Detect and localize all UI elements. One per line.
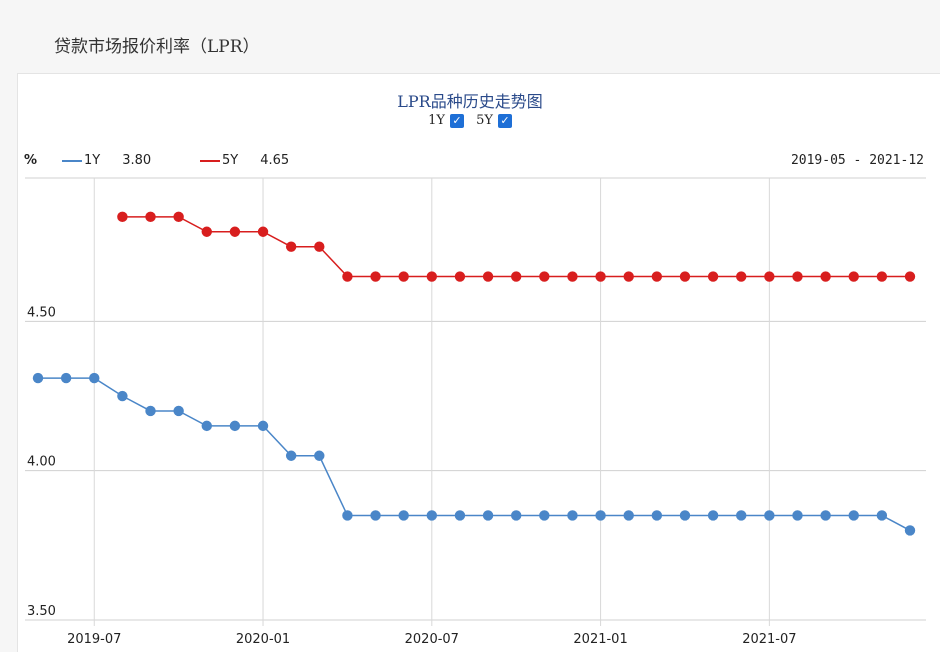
data-point-5y	[792, 271, 803, 282]
data-point-5y	[117, 211, 128, 223]
data-point-1y	[257, 420, 269, 432]
data-point-5y	[567, 271, 578, 282]
data-point-1y	[736, 510, 747, 521]
data-point-1y	[173, 405, 184, 417]
data-point-1y	[229, 420, 241, 432]
data-point-1y	[89, 372, 100, 384]
data-point-5y	[229, 226, 241, 237]
data-point-5y	[904, 271, 916, 282]
legend-latest-5y: 4.65	[260, 153, 290, 168]
toggle-1y-label: 1Y	[428, 113, 445, 128]
legend-name-1y: 1Y	[84, 153, 101, 168]
data-point-1y	[651, 510, 663, 521]
series-line-1y	[38, 377, 911, 532]
data-point-1y	[32, 372, 44, 384]
data-point-5y	[482, 271, 494, 282]
data-point-1y	[201, 420, 212, 432]
data-point-1y	[426, 510, 438, 521]
data-point-1y	[764, 510, 775, 521]
chart-panel	[17, 73, 940, 652]
data-point-5y	[736, 271, 747, 282]
data-point-5y	[454, 271, 466, 282]
data-point-1y	[454, 510, 466, 521]
data-point-1y	[482, 510, 494, 521]
data-point-5y	[595, 271, 606, 282]
data-point-1y	[876, 510, 888, 521]
y-tick-label: 4.50	[27, 305, 56, 320]
data-point-5y	[342, 271, 353, 282]
data-point-1y	[904, 525, 916, 536]
data-point-5y	[426, 271, 438, 282]
legend-item-5y: 5Y 4.65	[200, 153, 289, 168]
data-point-1y	[539, 510, 550, 521]
checkbox-1y[interactable]: ✓	[449, 113, 464, 128]
data-point-5y	[679, 271, 691, 282]
data-point-5y	[314, 241, 325, 252]
series-line-5y	[122, 216, 910, 278]
data-point-1y	[145, 405, 156, 417]
data-point-1y	[623, 510, 634, 521]
y-tick-label: 4.00	[27, 455, 56, 470]
toggle-5y[interactable]: 5Y ✓	[476, 113, 512, 128]
x-tick-label: 2020-07	[405, 632, 459, 647]
data-point-5y	[764, 271, 775, 282]
data-point-1y	[342, 510, 353, 521]
page-heading: 贷款市场报价利率（LPR）	[54, 37, 260, 57]
y-unit-label: %	[24, 153, 38, 168]
data-point-5y	[539, 271, 550, 282]
data-point-5y	[201, 226, 212, 237]
data-point-5y	[285, 241, 297, 252]
legend-row: % 1Y 3.80 5Y 4.65 2019-05 - 2021-12	[0, 153, 940, 171]
data-point-1y	[820, 510, 831, 521]
data-point-5y	[623, 271, 634, 282]
data-point-5y	[145, 211, 156, 223]
series-toggles: 1Y ✓ 5Y ✓	[0, 113, 940, 128]
data-point-1y	[848, 510, 859, 521]
data-point-1y	[595, 510, 606, 521]
data-point-1y	[398, 510, 409, 521]
data-point-1y	[60, 372, 72, 384]
chart-title: LPR品种历史走势图	[397, 92, 543, 111]
x-tick-label: 2020-01	[236, 632, 290, 647]
legend-name-5y: 5Y	[222, 153, 239, 168]
data-point-1y	[707, 510, 719, 521]
data-point-1y	[285, 450, 297, 461]
data-point-1y	[510, 510, 522, 521]
data-point-5y	[848, 271, 859, 282]
data-point-5y	[398, 271, 409, 282]
date-range: 2019-05 - 2021-12	[790, 153, 924, 168]
data-point-5y	[651, 271, 663, 282]
data-point-1y	[679, 510, 691, 521]
data-point-5y	[173, 211, 184, 223]
checkbox-5y[interactable]: ✓	[497, 113, 512, 128]
data-point-5y	[876, 271, 888, 282]
data-point-5y	[370, 271, 381, 282]
data-point-5y	[510, 271, 522, 282]
data-point-1y	[314, 450, 325, 461]
data-point-1y	[792, 510, 803, 521]
y-tick-label: 3.50	[27, 604, 56, 619]
x-tick-label: 2019-07	[67, 632, 121, 647]
x-tick-label: 2021-01	[573, 632, 627, 647]
x-tick-label: 2021-07	[742, 632, 796, 647]
legend-swatch-1y	[62, 159, 82, 162]
legend-latest-1y: 3.80	[122, 153, 152, 168]
data-point-1y	[567, 510, 578, 521]
data-point-1y	[117, 390, 128, 402]
legend-item-1y: 1Y 3.80	[62, 153, 151, 168]
data-point-5y	[707, 271, 719, 282]
data-point-5y	[820, 271, 831, 282]
toggle-1y[interactable]: 1Y ✓	[428, 113, 464, 128]
legend-swatch-5y	[200, 159, 220, 162]
data-point-5y	[257, 226, 269, 237]
toggle-5y-label: 5Y	[476, 113, 493, 128]
data-point-1y	[370, 510, 381, 521]
